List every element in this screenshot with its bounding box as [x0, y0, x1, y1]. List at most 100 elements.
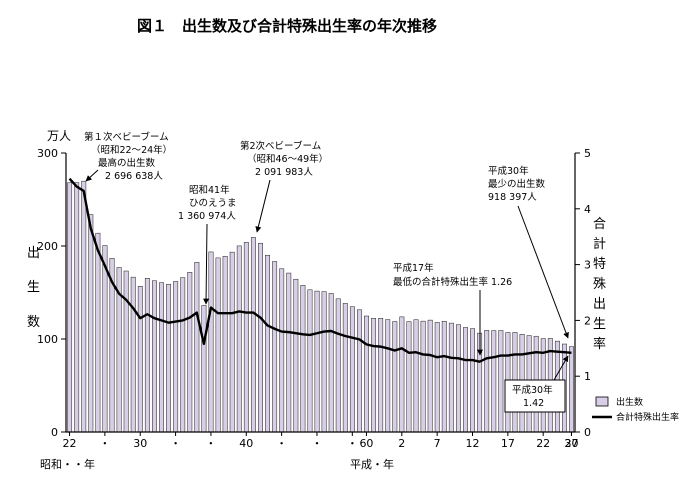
- bar: [470, 328, 475, 433]
- bar: [88, 214, 94, 433]
- bar: [279, 268, 285, 433]
- annotation-line: 918 397人: [488, 192, 537, 203]
- bar: [357, 309, 362, 433]
- y2-tick-label: 0: [584, 426, 591, 439]
- annotation-line: （昭和22～24年）: [91, 144, 172, 156]
- x-tick-label: ・: [99, 437, 110, 450]
- bar: [448, 322, 454, 433]
- legend-line-label: 合計特殊出生率: [616, 411, 679, 423]
- annotation-line: 昭和41年: [189, 184, 230, 196]
- bar: [166, 283, 172, 433]
- x-tick-label: ・: [311, 437, 322, 450]
- bar: [81, 180, 87, 433]
- annotation-line: 平成17年: [393, 262, 434, 274]
- y2-tick-label: 2: [584, 314, 591, 327]
- y2-axis-title-char: 合: [593, 217, 606, 232]
- annotation-line: 最高の出生数: [98, 157, 156, 169]
- bar: [427, 319, 433, 433]
- annotation-arrow: [255, 179, 271, 233]
- bar: [378, 318, 384, 433]
- x-tick-label: 27: [564, 437, 578, 450]
- bar: [335, 298, 341, 433]
- bar: [152, 280, 157, 433]
- x-tick-label: ・: [276, 437, 287, 450]
- bar: [159, 282, 164, 433]
- line-series-tfr: [68, 177, 572, 363]
- annotation-min-tfr: 平成17年 最低の合計特殊出生率 1.26: [393, 262, 512, 356]
- bar: [321, 291, 327, 433]
- y-axis-title: 出 生 数: [27, 246, 40, 330]
- bar: [222, 256, 228, 433]
- y2-axis-title-char: 率: [593, 336, 606, 352]
- bar: [215, 257, 221, 433]
- y-tick-label: 0: [51, 426, 58, 439]
- x-tick-label: 17: [501, 437, 515, 450]
- y2-tick-label: 1: [584, 370, 591, 383]
- y2-tick-label: 4: [584, 203, 591, 216]
- y-tick-label: 300: [37, 147, 58, 160]
- annotation-line: 平成30年: [488, 165, 529, 177]
- annotation-line: （昭和46～49年）: [247, 153, 328, 165]
- y2-axis-title: 合 計 特 殊 出 生 率: [593, 217, 606, 352]
- annotation-line: 最少の出生数: [488, 178, 546, 190]
- bar: [392, 321, 398, 433]
- bar: [67, 182, 73, 433]
- bar: [286, 272, 292, 433]
- bar: [137, 286, 143, 433]
- annotation-baby-boom-1: 第１次ベビーブーム （昭和22～24年） 最高の出生数 2 696 638人: [84, 131, 172, 182]
- bar: [364, 315, 369, 433]
- annotation-line: 2 091 983人: [255, 167, 313, 178]
- bar: [102, 245, 108, 433]
- bar: [265, 254, 270, 433]
- bar: [463, 327, 468, 433]
- annotation-line: 第2次ベビーブーム: [240, 140, 321, 152]
- y2-axis-title-char: 計: [593, 236, 606, 252]
- x-tick-label: 40: [239, 437, 253, 450]
- bar: [399, 316, 405, 433]
- x-tick-label: 30: [133, 437, 147, 450]
- x-tick-label: ・: [205, 437, 216, 450]
- bar: [144, 278, 150, 433]
- bar: [208, 251, 214, 433]
- bar: [272, 261, 278, 433]
- bar: [187, 272, 193, 433]
- legend-bar-label: 出生数: [616, 396, 643, 408]
- y2-axis-ticks: 0 1 2 3 4 5: [575, 147, 591, 439]
- annotation-min-births: 平成30年 最少の出生数 918 397人: [488, 165, 569, 339]
- annotation-line: 1.42: [523, 398, 544, 409]
- annotation-line: ひのえうま: [189, 198, 237, 209]
- bar: [434, 322, 440, 433]
- bar: [314, 290, 320, 433]
- x-tick-label: 60: [359, 437, 373, 450]
- legend-bar-swatch: [595, 396, 609, 407]
- bar: [194, 262, 200, 433]
- annotation-tfr-2018: 平成30年 1.42: [504, 355, 569, 413]
- bar: [95, 232, 101, 433]
- annotation-line: 1 360 974人: [178, 211, 236, 222]
- x-tick-label: 22: [63, 437, 77, 450]
- y2-axis-title-char: 生: [593, 317, 606, 332]
- x-tick-label: 7: [434, 437, 441, 450]
- bar: [569, 346, 574, 433]
- annotation-arrow: [553, 355, 569, 381]
- y2-tick-label: 3: [584, 259, 591, 272]
- bar: [328, 293, 334, 433]
- bar: [371, 318, 377, 433]
- bar: [74, 182, 80, 433]
- x-tick-label: 12: [465, 437, 479, 450]
- legend: 出生数 合計特殊出生率: [592, 396, 679, 423]
- bar: [250, 237, 256, 433]
- y2-axis-title-char: 特: [593, 257, 606, 272]
- y-axis-title-char: 数: [27, 315, 40, 330]
- y-tick-label: 200: [37, 240, 58, 253]
- bar: [201, 305, 207, 433]
- annotation-line: 2 696 638人: [105, 171, 163, 182]
- axes: [65, 153, 576, 433]
- x-tick-label: 22: [536, 437, 550, 450]
- y-axis-ticks: 0 100 200 300: [37, 147, 66, 439]
- y-tick-label: 100: [37, 333, 58, 346]
- bar: [441, 320, 447, 433]
- y2-axis-title-char: 殊: [593, 277, 606, 292]
